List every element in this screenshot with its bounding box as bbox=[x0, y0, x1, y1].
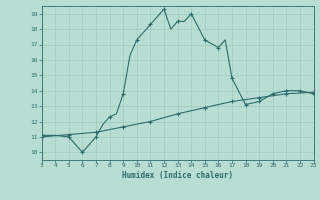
X-axis label: Humidex (Indice chaleur): Humidex (Indice chaleur) bbox=[122, 171, 233, 180]
